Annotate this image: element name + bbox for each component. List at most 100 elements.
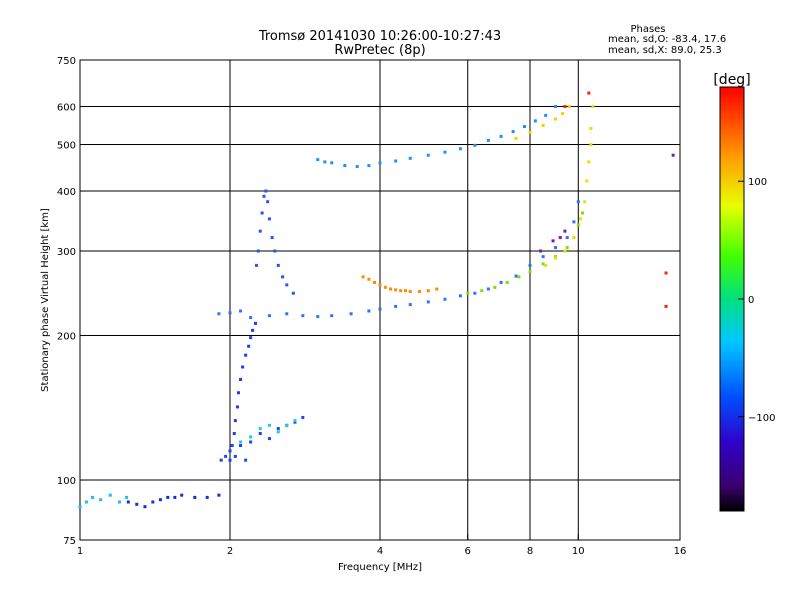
data-point — [78, 505, 82, 509]
data-point — [567, 105, 571, 109]
data-point — [143, 505, 147, 509]
data-point — [394, 159, 398, 163]
data-point — [228, 311, 232, 315]
data-point — [285, 312, 289, 316]
data-point — [587, 91, 591, 95]
x-tick-label: 1 — [77, 546, 83, 557]
data-point — [267, 423, 271, 427]
data-point — [258, 427, 262, 431]
data-point — [383, 285, 387, 289]
data-point — [330, 314, 334, 318]
data-point — [262, 194, 266, 198]
data-point — [565, 236, 569, 240]
data-point — [458, 294, 462, 298]
data-point — [528, 130, 532, 134]
data-point — [235, 405, 239, 409]
data-point — [572, 236, 576, 240]
data-point — [205, 495, 209, 499]
data-point — [249, 440, 253, 444]
data-point — [585, 179, 589, 183]
data-point — [514, 274, 518, 278]
data-point — [408, 156, 412, 160]
data-point — [330, 161, 334, 165]
data-point — [99, 498, 103, 502]
data-point — [563, 229, 567, 233]
data-point — [270, 236, 274, 240]
data-point — [565, 246, 569, 250]
y-tick-label: 500 — [57, 141, 76, 152]
data-point — [373, 280, 377, 284]
data-point — [486, 138, 490, 142]
data-point — [247, 344, 251, 348]
x-tick-label: 6 — [465, 546, 471, 557]
data-point — [173, 495, 177, 499]
data-point — [316, 315, 320, 319]
phase-stats-heading: Phases — [630, 24, 665, 35]
data-point — [239, 440, 243, 444]
data-point — [355, 164, 359, 168]
data-point — [224, 454, 228, 458]
data-point — [193, 495, 197, 499]
data-point — [553, 117, 557, 121]
data-point — [349, 312, 353, 316]
data-point — [217, 493, 221, 497]
y-axis-ticks: 75 100 200 300 400 500 600 750 — [57, 56, 86, 547]
colorbar-ticks: 100 0 −100 — [738, 177, 775, 424]
data-point — [578, 217, 582, 221]
data-point — [533, 119, 537, 123]
data-point — [511, 130, 515, 134]
x-tick-label: 2 — [227, 546, 233, 557]
chart-subtitle: RwPretec (8p) — [334, 43, 425, 58]
data-point — [541, 123, 545, 127]
chart-title: Tromsø 20141030 10:26:00-10:27:43 — [258, 29, 501, 44]
data-point — [301, 415, 305, 419]
data-point — [553, 246, 557, 250]
data-point — [233, 419, 237, 423]
data-point — [293, 420, 297, 424]
data-point — [499, 134, 503, 138]
data-point — [486, 287, 490, 291]
y-tick-label: 100 — [57, 476, 76, 487]
data-point — [541, 255, 545, 259]
y-tick-label: 300 — [57, 247, 76, 258]
data-point — [378, 283, 382, 287]
data-point — [589, 126, 593, 130]
data-point — [367, 309, 371, 313]
data-point — [251, 328, 255, 332]
data-point — [553, 105, 557, 109]
data-point — [285, 283, 289, 287]
data-point — [276, 430, 280, 434]
data-point — [236, 391, 240, 395]
x-tick-label: 8 — [527, 546, 533, 557]
data-point — [435, 287, 439, 291]
colorbar-tick-label: 100 — [748, 177, 767, 188]
data-point — [285, 423, 289, 427]
data-point — [367, 277, 371, 281]
data-point — [505, 280, 509, 284]
x-tick-label: 4 — [377, 546, 383, 557]
data-point — [232, 432, 236, 436]
data-point — [523, 125, 527, 129]
data-point — [230, 444, 234, 448]
data-point — [301, 314, 305, 318]
data-point — [244, 458, 248, 462]
data-point — [426, 289, 430, 293]
data-point — [493, 285, 497, 289]
grid-lines — [80, 60, 680, 540]
data-point — [572, 220, 576, 224]
data-point — [426, 153, 430, 157]
data-point — [249, 336, 253, 340]
data-point — [239, 309, 243, 313]
data-point — [558, 236, 562, 240]
colorbar-label: [deg] — [713, 72, 750, 88]
data-point — [576, 223, 580, 227]
x-tick-label: 16 — [674, 546, 687, 557]
data-point — [587, 160, 591, 164]
data-point — [228, 449, 232, 453]
data-point — [583, 200, 587, 204]
data-point — [544, 113, 548, 117]
data-point — [443, 150, 447, 154]
data-point — [443, 297, 447, 301]
data-point — [563, 249, 567, 253]
